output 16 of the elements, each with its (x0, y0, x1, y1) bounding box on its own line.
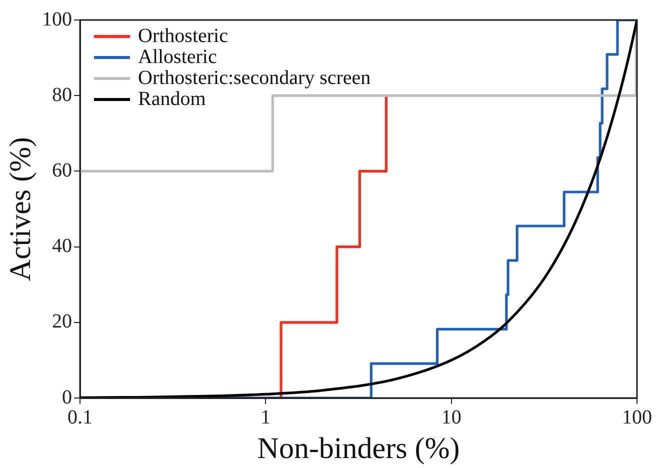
x-axis-title: Non-binders (%) (257, 432, 460, 465)
x-tick-label: 100 (622, 406, 652, 428)
x-tick-label: 1 (260, 406, 271, 428)
y-tick-label: 0 (62, 386, 72, 408)
x-tick-label: 10 (441, 406, 462, 428)
legend-label: Orthosteric:secondary screen (138, 67, 371, 89)
y-tick-label: 80 (52, 84, 72, 106)
legend-label: Random (138, 88, 206, 110)
y-tick-label: 100 (42, 8, 72, 30)
y-tick-label: 20 (52, 310, 72, 333)
y-tick-label: 60 (52, 159, 72, 182)
y-axis-title: Actives (%) (4, 136, 37, 282)
legend-label: Allosteric (138, 46, 217, 68)
y-tick-label: 40 (52, 235, 72, 258)
legend-label: Orthosteric (138, 25, 228, 47)
x-tick-label: 0.1 (68, 406, 92, 428)
